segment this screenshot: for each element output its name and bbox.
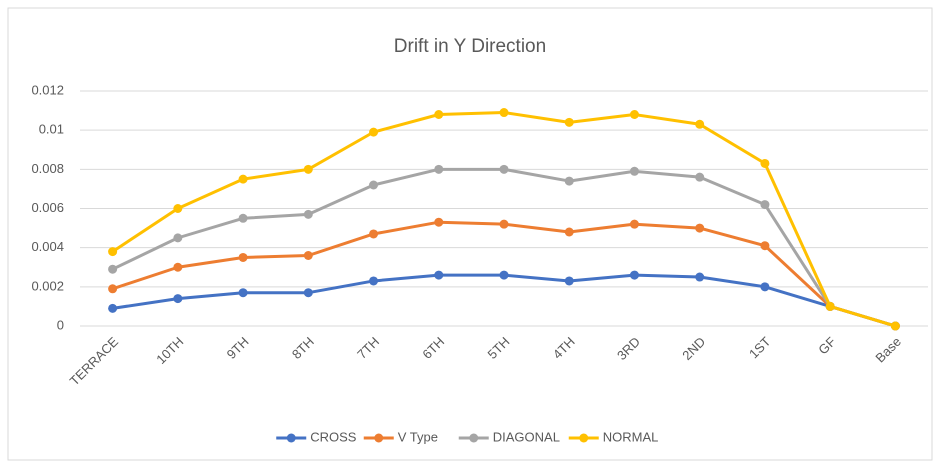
data-point [760,200,770,210]
y-tick-label: 0.008 [31,161,64,176]
y-tick-label: 0.002 [31,278,64,293]
data-point [695,272,705,282]
data-point [434,217,444,227]
data-point [369,276,379,286]
data-point [499,164,509,174]
data-point [238,288,248,298]
data-point [629,110,639,119]
data-point [369,229,379,239]
y-tick-label: 0.006 [31,200,64,215]
data-point [369,127,379,137]
data-point [695,119,705,129]
data-point [564,117,574,127]
data-point [629,219,639,229]
chart-frame [7,7,933,461]
chart-title: Drift in Y Direction [394,36,546,57]
legend-label: V Type [398,429,438,444]
data-point [629,270,639,280]
data-point [369,180,379,190]
data-point [434,110,444,119]
data-point [108,303,118,313]
y-tick-label: 0.01 [39,122,64,137]
data-point [760,241,770,251]
y-tick-label: 0 [57,317,64,332]
data-point [499,270,509,280]
data-point [173,233,183,243]
data-point [108,247,118,257]
legend-label: DIAGONAL [493,429,560,444]
data-point [303,288,313,298]
legend-marker [286,433,296,443]
data-point [238,213,248,223]
data-point [238,252,248,262]
legend-marker [579,433,589,443]
data-point [695,223,705,233]
data-point [173,294,183,304]
data-point [108,284,118,294]
data-point [564,276,574,286]
data-point [303,209,313,219]
data-point [303,164,313,174]
data-point [434,270,444,280]
data-point [564,176,574,186]
data-point [760,282,770,292]
data-point [825,301,835,311]
data-point [564,227,574,237]
legend-marker [469,433,479,443]
data-point [695,172,705,182]
y-tick-label: 0.012 [31,82,64,97]
y-tick-label: 0.004 [31,239,64,254]
data-point [108,264,118,274]
legend-marker [374,433,384,443]
legend-label: CROSS [310,429,357,444]
data-point [238,174,248,184]
data-point [173,262,183,272]
data-point [303,251,313,260]
legend-label: NORMAL [603,429,659,444]
data-point [499,219,509,229]
data-point [629,166,639,176]
data-point [434,164,444,174]
data-point [890,321,900,331]
data-point [499,108,509,118]
data-point [173,204,183,213]
data-point [760,158,770,168]
